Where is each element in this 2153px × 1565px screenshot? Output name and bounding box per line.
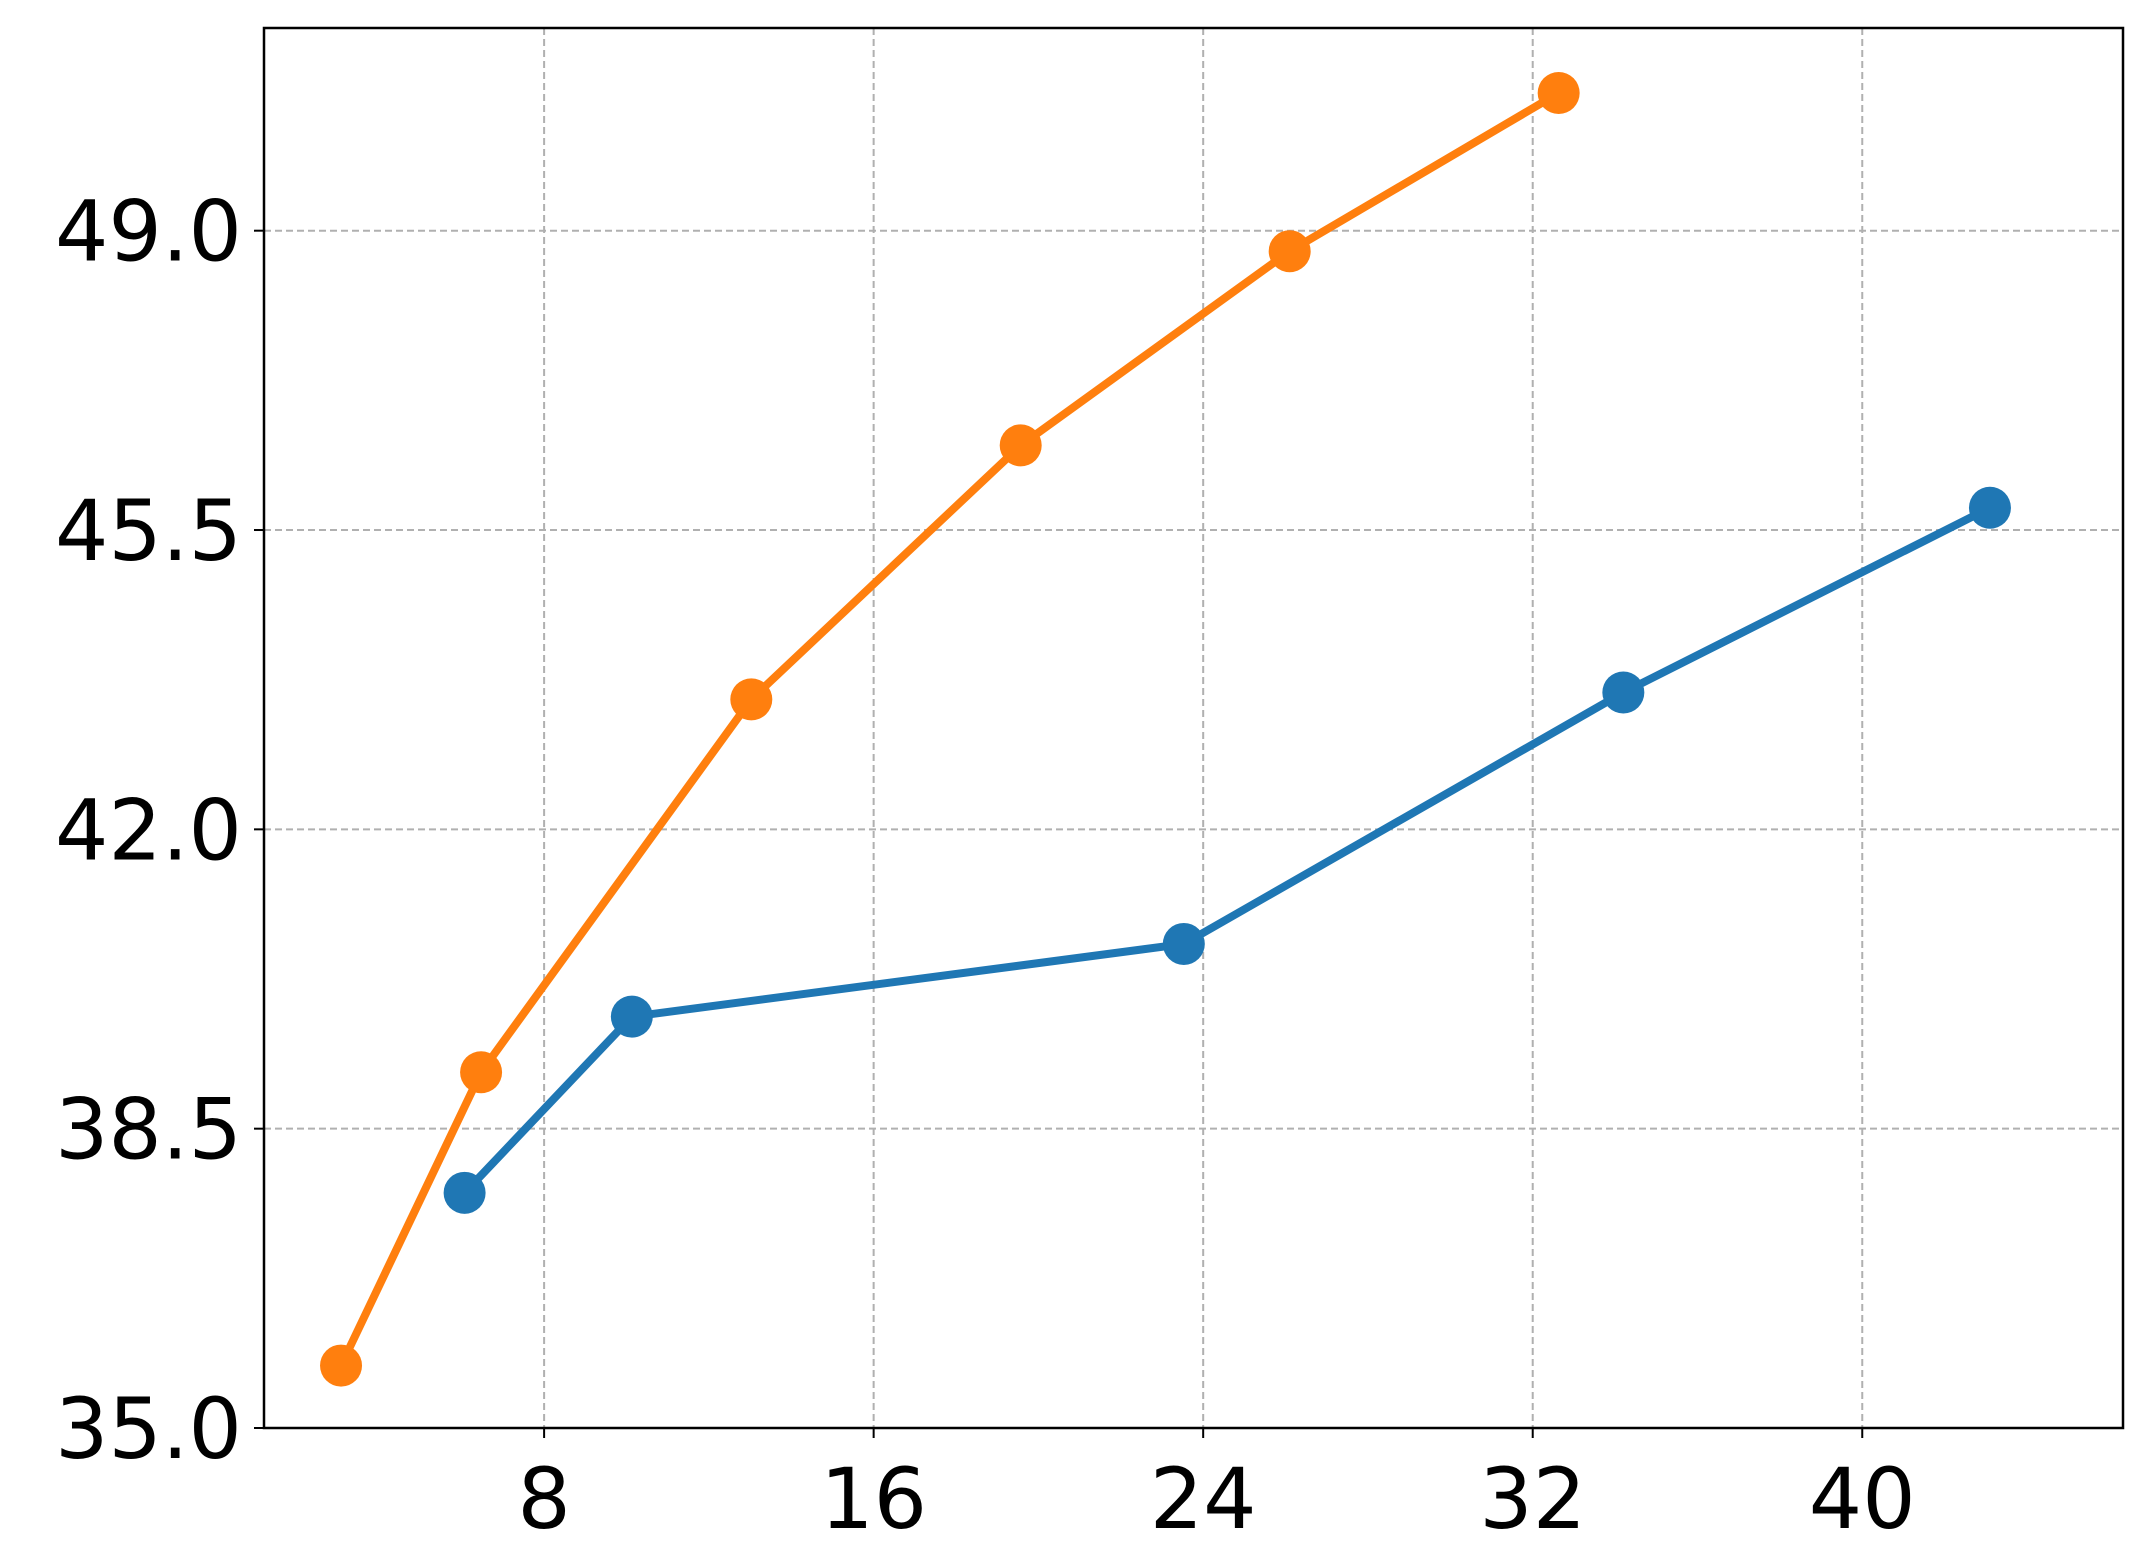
x-tick-label: 8 (517, 1450, 570, 1548)
y-tick-label: 38.5 (55, 1081, 242, 1179)
x-tick-label: 40 (1809, 1450, 1916, 1548)
point (730, 678, 773, 721)
plot-frame (262, 26, 2125, 1430)
point (1602, 671, 1645, 714)
y-tick-label: 35.0 (55, 1380, 242, 1478)
x-tick-label: 24 (1150, 1450, 1257, 1548)
point (1537, 71, 1580, 114)
point (1968, 486, 2011, 529)
point (320, 1344, 363, 1387)
point (610, 995, 653, 1038)
y-tick-label: 42.0 (55, 781, 242, 879)
point (999, 424, 1042, 467)
y-tick-label: 45.5 (55, 482, 242, 580)
series-line (461, 504, 1992, 1196)
point (460, 1051, 503, 1094)
point (1268, 230, 1311, 273)
y-tick-label: 49.0 (55, 183, 242, 281)
series-line (337, 89, 1561, 1368)
point (443, 1171, 486, 1214)
x-tick-label: 16 (820, 1450, 927, 1548)
point (1162, 922, 1205, 965)
x-tick-label: 32 (1479, 1450, 1586, 1548)
